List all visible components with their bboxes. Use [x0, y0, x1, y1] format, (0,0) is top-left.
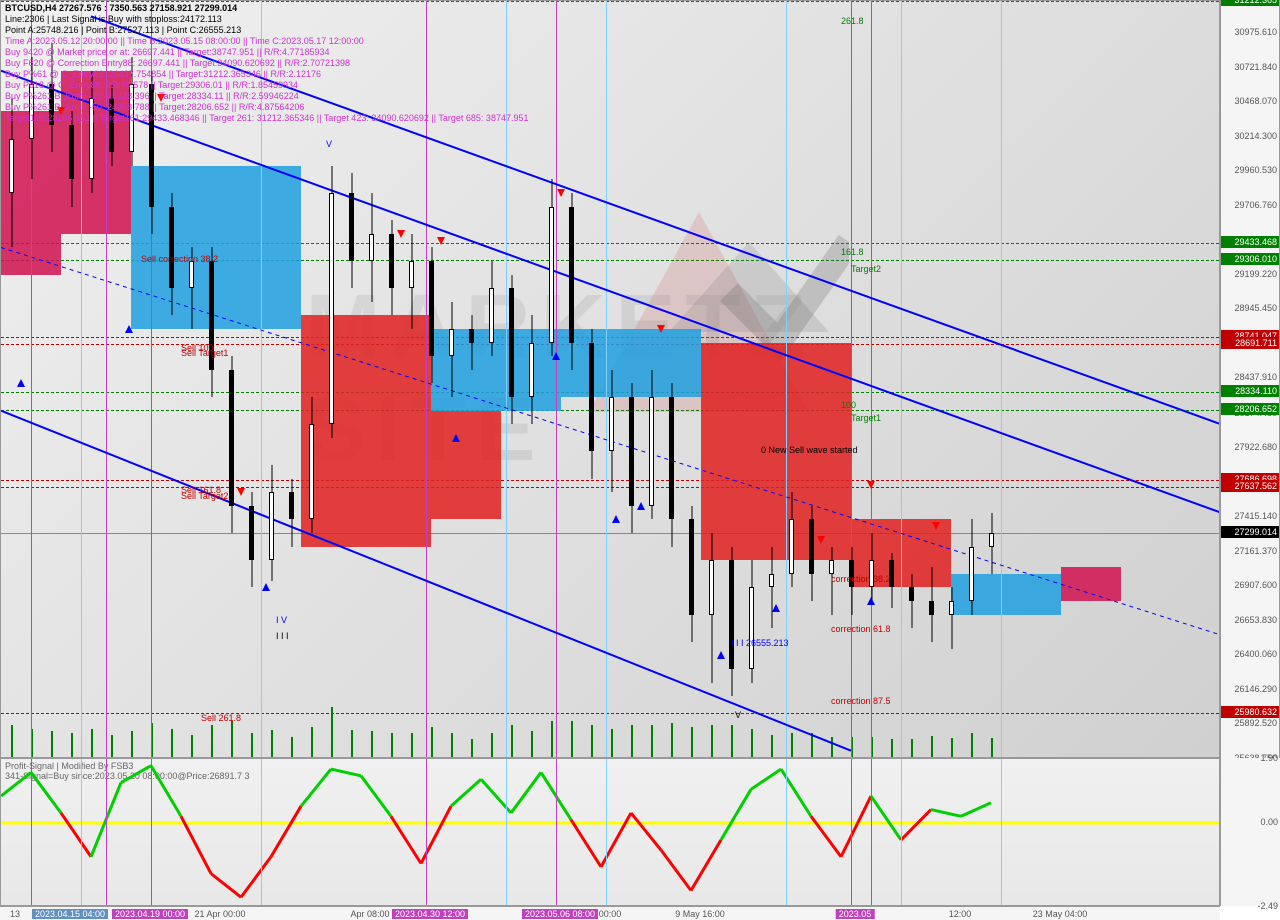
y-tick: 26146.290 — [1234, 684, 1277, 694]
x-tick: 9 May 16:00 — [675, 909, 725, 919]
arrow-up-icon — [867, 597, 875, 605]
chart-annotation: 261.8 — [841, 16, 864, 26]
price-label: 25980.632 — [1221, 706, 1279, 718]
x-tick: 12:00 — [949, 909, 972, 919]
chart-annotation: correction 38.2 — [831, 574, 891, 584]
arrow-down-icon — [657, 325, 665, 333]
indicator-y-tick: 1.90 — [1260, 753, 1278, 763]
y-tick: 28437.910 — [1234, 372, 1277, 382]
indicator-y-axis: 1.900.00-2.49 — [1220, 758, 1280, 906]
y-tick: 28945.450 — [1234, 303, 1277, 313]
x-tick: 2023.05.06 08:00 — [522, 909, 598, 919]
chart-annotation: Sell Target1 — [181, 348, 228, 358]
y-tick: 30468.070 — [1234, 96, 1277, 106]
chart-annotation: 100 — [841, 400, 856, 410]
y-tick: 29960.530 — [1234, 165, 1277, 175]
chart-annotation: Target2 — [851, 264, 881, 274]
chart-annotation: correction 61.8 — [831, 624, 891, 634]
chart-annotation: I I I — [276, 631, 289, 641]
arrow-up-icon — [612, 515, 620, 523]
arrow-down-icon — [397, 230, 405, 238]
symbol-header: BTCUSD,H4 27267.576 : 7350.563 27158.921… — [5, 3, 528, 14]
main-price-chart[interactable]: MARKETZ SITE Sell correction 38.2Sell 10… — [0, 0, 1220, 758]
info-line: Target100:28206.652 || Target161:29433.4… — [5, 113, 528, 124]
y-tick: 30975.610 — [1234, 27, 1277, 37]
chart-annotation: V — [326, 139, 332, 149]
y-tick: 25892.520 — [1234, 718, 1277, 728]
price-label: 27637.562 — [1221, 480, 1279, 492]
y-tick: 26400.060 — [1234, 649, 1277, 659]
info-line: Buy P%261 B_Entry -20: 25328.396 || Targ… — [5, 91, 528, 102]
x-tick: 13 — [10, 909, 20, 919]
chart-annotation: Target1 — [851, 413, 881, 423]
chart-annotation: Sell Target2 — [181, 491, 228, 501]
x-tick: 2023.05 — [836, 909, 875, 919]
price-label: 29306.010 — [1221, 253, 1279, 265]
y-tick: 30214.300 — [1234, 131, 1277, 141]
y-tick: 29199.220 — [1234, 269, 1277, 279]
x-tick: 2023.04.15 04:00 — [32, 909, 108, 919]
arrow-down-icon — [932, 522, 940, 530]
indicator-y-tick: -2.49 — [1257, 901, 1278, 911]
price-label: 27299.014 — [1221, 526, 1279, 538]
indicator-y-tick: 0.00 — [1260, 817, 1278, 827]
y-tick: 30721.840 — [1234, 62, 1277, 72]
info-lines-container: Line:2306 | Last Signal is:Buy with stop… — [5, 14, 528, 124]
x-tick: 2023.04.30 12:00 — [392, 909, 468, 919]
indicator-panel[interactable]: Profit-Signal | Modified By FSB3 341-Sig… — [0, 758, 1220, 906]
info-line: Line:2306 | Last Signal is:Buy with stop… — [5, 14, 528, 25]
y-tick: 27161.370 — [1234, 546, 1277, 556]
info-line: Buy 9420 @ Market price or at: 26697.441… — [5, 47, 528, 58]
info-line: Buy P%261 B_Entry -50: 24858.788 || Targ… — [5, 102, 528, 113]
chart-annotation: 0 New Sell wave started — [761, 445, 858, 455]
info-line: Buy P618 @ C_Entry88: 25970.578 || Targe… — [5, 80, 528, 91]
price-label: 28206.652 — [1221, 403, 1279, 415]
price-label: 31212.365 — [1221, 0, 1279, 6]
arrow-up-icon — [125, 325, 133, 333]
chart-annotation: V — [735, 710, 741, 720]
arrow-down-icon — [437, 237, 445, 245]
chart-annotation: Sell 261.8 — [201, 713, 241, 723]
price-label: 28334.110 — [1221, 385, 1279, 397]
info-line: Time A:2023.05.12 20:00:00 || Time B:202… — [5, 36, 528, 47]
price-label: 29433.468 — [1221, 236, 1279, 248]
arrow-up-icon — [262, 583, 270, 591]
info-line: Buy P%61 @ C_Entry61: 26437.754854 || Ta… — [5, 69, 528, 80]
arrow-down-icon — [557, 189, 565, 197]
x-tick: 00:00 — [599, 909, 622, 919]
chart-annotation: I V — [276, 615, 287, 625]
chart-annotation: 161.8 — [841, 247, 864, 257]
arrow-up-icon — [452, 434, 460, 442]
chart-annotation: I I I 26555.213 — [731, 638, 789, 648]
arrow-up-icon — [552, 352, 560, 360]
y-tick: 26653.830 — [1234, 615, 1277, 625]
chart-annotation: Sell correction 38.2 — [141, 254, 218, 264]
price-y-axis: 31212.365 30975.610 30721.840 30468.070 3021… — [1220, 0, 1280, 758]
y-tick: 27922.680 — [1234, 442, 1277, 452]
indicator-plot — [1, 759, 1219, 905]
arrow-down-icon — [237, 488, 245, 496]
y-tick: 27415.140 — [1234, 511, 1277, 521]
price-label: 28691.711 — [1221, 337, 1279, 349]
arrow-up-icon — [772, 604, 780, 612]
arrow-up-icon — [637, 502, 645, 510]
x-tick: 23 May 04:00 — [1033, 909, 1088, 919]
arrow-up-icon — [17, 379, 25, 387]
arrow-down-icon — [817, 536, 825, 544]
info-line: Point A:25748.216 | Point B:27527.113 | … — [5, 25, 528, 36]
y-tick: 26907.600 — [1234, 580, 1277, 590]
info-line: Buy F620 @ Correction Entry88: 26697.441… — [5, 58, 528, 69]
y-tick: 29706.760 — [1234, 200, 1277, 210]
x-tick: 2023.04.19 00:00 — [112, 909, 188, 919]
arrow-up-icon — [717, 651, 725, 659]
time-x-axis: 13 2023.04.15 04:00 2023.04.19 00:00 21 Apr… — [0, 906, 1220, 920]
x-tick: Apr 08:00 — [350, 909, 389, 919]
x-tick: 21 Apr 00:00 — [194, 909, 245, 919]
arrow-down-icon — [867, 481, 875, 489]
chart-annotation: correction 87.5 — [831, 696, 891, 706]
info-overlay: BTCUSD,H4 27267.576 : 7350.563 27158.921… — [5, 3, 528, 124]
